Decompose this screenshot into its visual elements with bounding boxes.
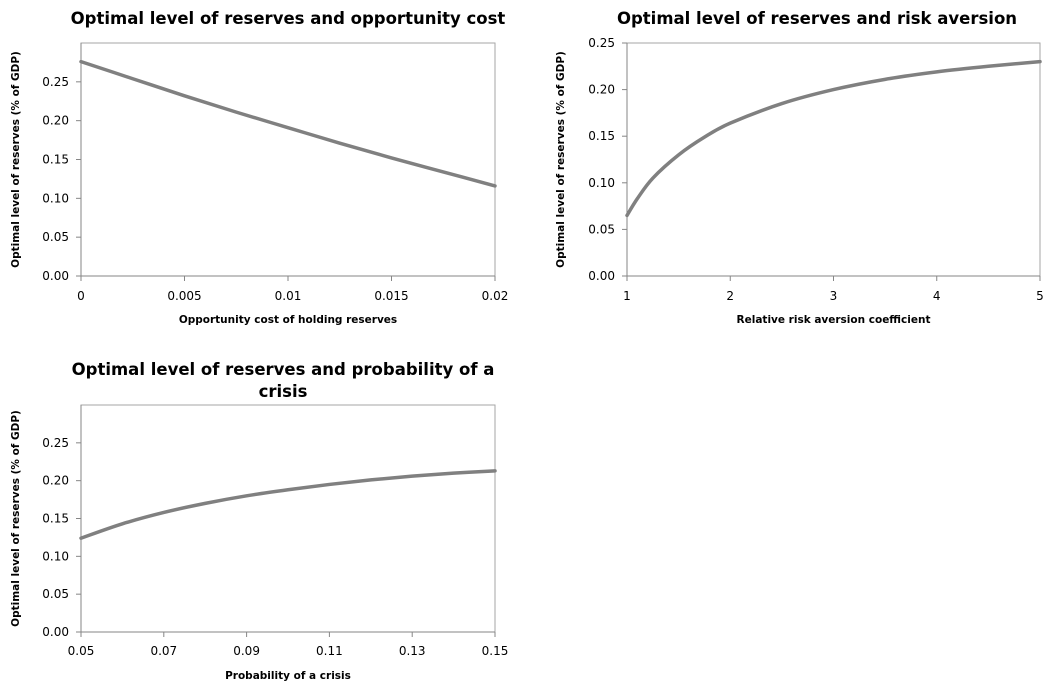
- plot-area-2: [626, 42, 1041, 277]
- x-tick-label: 0.05: [68, 644, 95, 658]
- y-tick-label: 0.00: [42, 269, 69, 283]
- y-tick-label: 0.05: [42, 230, 69, 244]
- y-tick-label: 0.25: [42, 436, 69, 450]
- y-tick-label: 0.25: [588, 36, 615, 50]
- y-tick-label: 0.05: [588, 222, 615, 236]
- series-line-3: [79, 469, 497, 540]
- x-tick-label: 2: [726, 289, 734, 303]
- y-tick-label: 0.15: [42, 512, 69, 526]
- x-tick-label: 0.07: [150, 644, 177, 658]
- y-axis-label: Optimal level of reserves (% of GDP): [555, 51, 567, 268]
- x-tick-label: 0: [77, 289, 85, 303]
- x-tick-label: 0.15: [482, 644, 509, 658]
- y-tick-label: 0.20: [588, 83, 615, 97]
- x-tick-label: 0.02: [482, 289, 509, 303]
- x-tick-label: 1: [623, 289, 631, 303]
- x-tick-label: 4: [933, 289, 941, 303]
- x-axis-label: Probability of a crisis: [225, 670, 351, 682]
- x-axis-label: Opportunity cost of holding reserves: [179, 314, 397, 326]
- y-axis-label: Optimal level of reserves (% of GDP): [10, 410, 22, 627]
- x-tick-label: 3: [830, 289, 838, 303]
- chart-title-3: Optimal level of reserves and probabilit…: [72, 360, 495, 379]
- chart-title-3: crisis: [259, 382, 308, 401]
- y-tick-label: 0.20: [42, 474, 69, 488]
- y-tick-label: 0.20: [42, 114, 69, 128]
- y-tick-label: 0.10: [42, 549, 69, 563]
- plot-area-1: [80, 42, 496, 277]
- y-tick-label: 0.15: [42, 153, 69, 167]
- y-tick-label: 0.10: [588, 176, 615, 190]
- x-tick-label: 0.11: [316, 644, 343, 658]
- y-tick-label: 0.00: [588, 269, 615, 283]
- x-axis-label: Relative risk aversion coefficient: [737, 314, 931, 326]
- series-line-2: [625, 59, 1042, 218]
- x-tick-label: 0.005: [167, 289, 201, 303]
- chart-title-2: Optimal level of reserves and risk avers…: [617, 9, 1017, 28]
- y-tick-label: 0.25: [42, 75, 69, 89]
- y-tick-label: 0.00: [42, 625, 69, 639]
- x-tick-label: 0.015: [374, 289, 408, 303]
- series-line-1: [79, 59, 497, 188]
- x-tick-label: 5: [1036, 289, 1044, 303]
- y-axis-label: Optimal level of reserves (% of GDP): [10, 51, 22, 268]
- y-tick-label: 0.05: [42, 587, 69, 601]
- y-tick-label: 0.15: [588, 129, 615, 143]
- x-tick-label: 0.13: [399, 644, 426, 658]
- x-tick-label: 0.09: [233, 644, 260, 658]
- y-tick-label: 0.10: [42, 191, 69, 205]
- chart-title-1: Optimal level of reserves and opportunit…: [71, 9, 506, 28]
- x-tick-label: 0.01: [275, 289, 302, 303]
